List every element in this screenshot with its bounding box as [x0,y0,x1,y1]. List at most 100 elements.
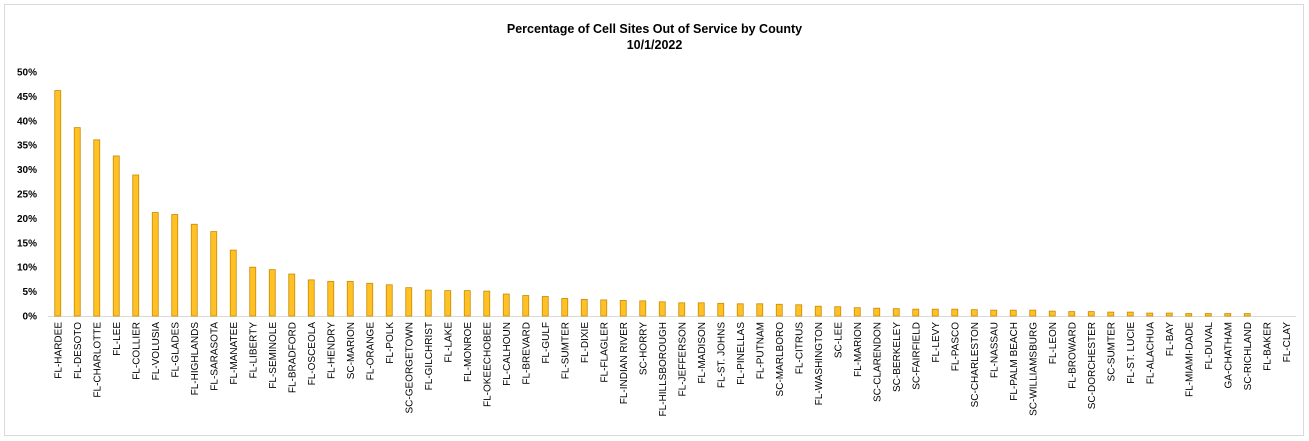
x-tick-label: FL-PUTNAM [755,322,766,379]
bar [892,308,900,317]
x-tick-label: FL-BREVARD [521,322,532,385]
bar [171,214,179,317]
y-tick-label: 25% [17,190,37,201]
x-tick-label: SC-WILLIAMSBURG [1028,322,1039,416]
x-tick-label: FL-MIAMI-DADE [1184,322,1195,397]
x-tick-label: SC-LEE [833,322,844,358]
x-tick-label: FL-CHARLOTTE [92,322,103,398]
x-tick-label: FL-LEE [112,322,123,356]
bar [190,223,198,317]
x-tick-label: FL-OSCEOLA [307,322,318,386]
bar [112,155,120,317]
bar [814,305,822,317]
x-tick-label: SC-GEORGETOWN [404,322,415,413]
bar [639,300,647,317]
x-tick-label: FL-OKEECHOBEE [482,322,493,407]
x-tick-label: FL-BRADFORD [287,322,298,393]
bar [658,301,666,317]
bar [912,308,920,317]
x-tick-label: FL-BAY [1165,322,1176,357]
x-tick-label: FL-PINELLAS [736,322,747,385]
bar [1146,312,1154,317]
x-tick-label: FL-WASHINGTON [814,322,825,405]
x-tick-label: FL-FLAGLER [599,322,610,383]
x-tick-label: FL-MANATEE [229,322,240,385]
bar [210,231,218,317]
bar [931,308,939,317]
x-tick-label: FL-ST. JOHNS [716,322,727,388]
y-tick-label: 10% [17,263,37,274]
bar [795,304,803,317]
x-tick-label: FL-HARDEE [53,322,64,379]
bar [1029,309,1037,317]
bar [1087,311,1095,317]
x-tick-label: FL-CLAY [1282,322,1293,363]
bar [444,290,452,317]
bar [775,303,783,317]
bar [1243,313,1251,317]
bar [229,249,237,317]
y-tick-label: 40% [17,116,37,127]
bar [327,280,335,317]
bar [580,299,588,317]
bar [600,299,608,317]
y-tick-label: 35% [17,141,37,152]
y-tick-label: 15% [17,238,37,249]
x-tick-label: FL-BROWARD [1067,322,1078,389]
x-tick-label: SC-MARLBORO [775,322,786,397]
chart-title: Percentage of Cell Sites Out of Service … [506,22,803,36]
y-tick-label: 20% [17,214,37,225]
bar [834,306,842,317]
bar [522,295,530,317]
bar [463,290,471,317]
bar [736,303,744,317]
x-tick-label: FL-JEFFERSON [677,322,688,396]
x-tick-label: FL-INDIAN RIVER [619,322,630,404]
y-tick-label: 5% [23,287,38,298]
bar [366,282,374,317]
x-tick-label: FL-GLADES [170,322,181,378]
bar [756,303,764,317]
x-tick-label: SC-SUMTER [1106,322,1117,381]
x-tick-label: FL-ALACHUA [1145,322,1156,385]
bar [678,302,686,317]
bar [307,279,315,317]
x-tick-label: FL-PASCO [950,322,961,371]
x-tick-label: FL-NASSAU [989,322,1000,378]
bar [1224,313,1232,317]
bar [132,174,140,317]
x-tick-label: SC-BERKELEY [892,322,903,392]
bar [1068,311,1076,317]
x-tick-label: SC-FAIRFIELD [911,322,922,390]
x-tick-label: FL-CITRUS [794,322,805,375]
x-axis: FL-HARDEE FL-DESOTO FL-CHARLOTTE FL-LEE FL-C… [53,322,1293,417]
x-tick-label: FL-GULF [541,322,552,364]
bar [990,309,998,317]
bar [717,302,725,317]
x-tick-label: FL-LEVY [931,322,942,363]
x-tick-label: FL-VOLUSIA [151,322,162,381]
x-tick-label: FL-MADISON [697,322,708,384]
bar [249,266,257,317]
x-tick-label: FL-COLLIER [131,322,142,380]
bar [424,289,432,317]
x-tick-label: FL-MARION [853,322,864,377]
x-tick-label: FL-HENDRY [326,322,337,379]
x-tick-label: FL-ST. LUCIE [1126,322,1137,384]
bar [561,298,569,317]
bar [619,299,627,317]
bar [1107,311,1115,317]
x-tick-label: SC-RICHLAND [1243,322,1254,390]
x-tick-label: SC-MARION [346,322,357,379]
bar [502,293,510,317]
y-tick-label: 0% [23,312,38,323]
x-tick-label: FL-SEMINOLE [268,322,279,389]
x-tick-label: FL-SARASOTA [209,322,220,391]
x-tick-label: GA-CHATHAM [1223,322,1234,388]
chart-title-block: Percentage of Cell Sites Out of Service … [0,21,1309,53]
bar [93,139,101,317]
bar [697,302,705,317]
bar [1009,309,1017,317]
x-tick-label: FL-ORANGE [365,322,376,381]
